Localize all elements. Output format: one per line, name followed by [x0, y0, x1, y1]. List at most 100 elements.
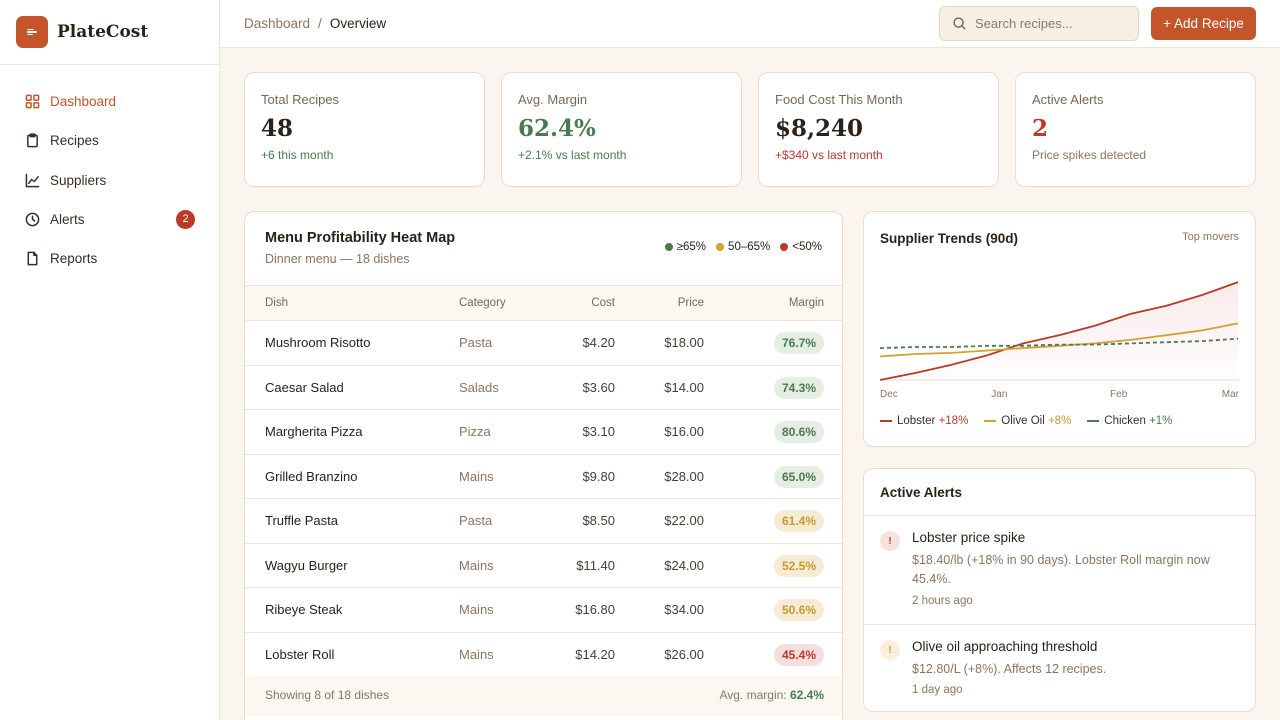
heatmap-legend: ≥65% 50–65% <50% — [664, 241, 822, 253]
row-count: Showing 8 of 18 dishes — [265, 688, 390, 702]
search-icon — [953, 17, 966, 30]
stat-label: Avg. Margin — [518, 92, 588, 107]
alerts-count-badge: 2 — [176, 209, 195, 229]
column-header-price[interactable]: Price — [677, 297, 704, 309]
sidebar-item-label: Recipes — [50, 133, 99, 149]
series-line-chicken — [880, 337, 1239, 349]
stat-value: $8,240 — [775, 115, 864, 142]
dish-name: Wagyu Burger — [265, 557, 348, 573]
sidebar-item-dashboard[interactable]: Dashboard — [0, 82, 219, 121]
table-row[interactable]: Grilled Branzino Mains $9.80 $28.00 65.0% — [245, 455, 842, 499]
margin-pill: 50.6% — [773, 599, 824, 621]
clock-icon — [24, 212, 40, 228]
dish-category: Pizza — [459, 424, 491, 439]
dish-price: $16.00 — [664, 424, 704, 439]
alert-time: 1 day ago — [912, 684, 963, 696]
margin-pill: 74.3% — [773, 376, 824, 399]
supplier-trends-chart: Dec Jan Feb Mar — [880, 281, 1240, 400]
x-tick-label: Jan — [991, 389, 1007, 400]
search-box[interactable] — [939, 6, 1139, 41]
column-header-category[interactable]: Category — [459, 297, 506, 309]
dish-price: $34.00 — [664, 602, 704, 617]
table-footer: Showing 8 of 18 dishes Avg. margin: 62.4… — [245, 676, 842, 716]
sidebar-item-label: Suppliers — [50, 172, 107, 188]
breadcrumb-separator: / — [318, 16, 322, 31]
dish-name: Mushroom Risotto — [265, 335, 371, 350]
dish-price: $28.00 — [664, 468, 704, 484]
stat-sub: Price spikes detected — [1032, 148, 1147, 162]
alert-description: $12.80/L (+8%). Affects 12 recipes. — [912, 662, 1107, 676]
table-row[interactable]: Truffle Pasta Pasta $8.50 $22.00 61.4% — [245, 499, 842, 544]
margin-pill: 65.0% — [773, 465, 824, 488]
stat-sub: +$340 vs last month — [775, 148, 883, 162]
margin-pill: 76.7% — [773, 332, 824, 354]
table-row[interactable]: Mushroom Risotto Pasta $4.20 $18.00 76.7% — [245, 321, 842, 366]
stat-label: Total Recipes — [261, 92, 340, 107]
document-icon — [24, 251, 40, 267]
sidebar-item-alerts[interactable]: Alerts 2 — [0, 200, 219, 239]
legend-low: <50% — [780, 241, 822, 253]
column-header-dish[interactable]: Dish — [265, 297, 289, 309]
dish-price: $26.00 — [664, 646, 704, 662]
dish-margin: 45.4% — [773, 633, 824, 677]
series-line-lobster — [880, 281, 1239, 381]
dish-category: Pasta — [459, 513, 493, 528]
dish-margin: 52.5% — [773, 544, 824, 588]
dish-name: Grilled Branzino — [265, 468, 358, 484]
dish-margin: 50.6% — [773, 588, 824, 632]
legend-lobster: Lobster +18% — [880, 415, 968, 427]
legend-high: ≥65% — [664, 241, 706, 253]
margin-pill: 52.5% — [773, 554, 824, 577]
table-row[interactable]: Margherita Pizza Pizza $3.10 $16.00 80.6% — [245, 410, 842, 455]
active-alerts-card: Active Alerts ! Lobster price spike $18.… — [863, 468, 1256, 712]
table-row[interactable]: Lobster Roll Mains $14.20 $26.00 45.4% — [245, 633, 842, 677]
table-row[interactable]: Caesar Salad Salads $3.60 $14.00 74.3% — [245, 366, 842, 410]
dish-name: Ribeye Steak — [265, 602, 343, 617]
dish-price: $18.00 — [664, 335, 704, 350]
stat-label: Active Alerts — [1032, 92, 1104, 107]
stat-card-food-cost: Food Cost This Month $8,240 +$340 vs las… — [758, 72, 999, 187]
stat-card-total-recipes: Total Recipes 48 +6 this month — [244, 72, 485, 187]
top-bar: Dashboard / Overview + Add Recipe — [220, 0, 1280, 48]
margin-pill: 61.4% — [773, 510, 824, 532]
brand-name: PlateCost — [57, 22, 149, 42]
breadcrumb-parent[interactable]: Dashboard — [244, 16, 311, 31]
dish-price: $14.00 — [664, 379, 704, 395]
sidebar-nav: Dashboard Recipes Suppliers Alerts 2 Rep… — [0, 65, 219, 278]
warning-icon: ! — [880, 531, 900, 551]
sidebar-item-suppliers[interactable]: Suppliers — [0, 161, 219, 200]
stat-value: 2 — [1032, 115, 1049, 142]
x-tick-label: Feb — [1110, 389, 1128, 400]
dish-name: Lobster Roll — [265, 646, 335, 662]
dish-margin: 74.3% — [773, 366, 824, 410]
brand[interactable]: PlateCost — [0, 0, 219, 65]
table-row[interactable]: Wagyu Burger Mains $11.40 $24.00 52.5% — [245, 544, 842, 588]
dish-price: $24.00 — [664, 557, 704, 573]
alert-item[interactable]: ! Olive oil approaching threshold $12.80… — [864, 625, 1255, 711]
sidebar-item-label: Alerts — [50, 212, 85, 228]
top-movers-link[interactable]: Top movers — [1182, 231, 1239, 243]
alert-item[interactable]: ! Lobster price spike $18.40/lb (+18% in… — [864, 516, 1255, 625]
search-input[interactable] — [975, 16, 1125, 31]
sidebar-item-recipes[interactable]: Recipes — [0, 121, 219, 160]
legend-olive-oil: Olive Oil +8% — [984, 415, 1071, 427]
sidebar-item-label: Reports — [50, 251, 98, 267]
x-tick-label: Dec — [880, 389, 898, 400]
table-row[interactable]: Ribeye Steak Mains $16.80 $34.00 50.6% — [245, 588, 842, 633]
dish-name: Caesar Salad — [265, 379, 344, 395]
table-header: Dish Category Cost Price Margin — [245, 285, 842, 321]
column-header-cost[interactable]: Cost — [591, 297, 615, 309]
dish-cost: $8.50 — [582, 513, 615, 528]
dish-category: Mains — [459, 602, 494, 617]
breadcrumb-current: Overview — [329, 16, 387, 31]
dish-cost: $4.20 — [582, 335, 615, 350]
dish-category: Mains — [459, 646, 494, 662]
series-line-olive-oil — [880, 322, 1239, 358]
sidebar-item-reports[interactable]: Reports — [0, 239, 219, 278]
alert-time: 2 hours ago — [912, 595, 973, 607]
dish-price: $22.00 — [664, 513, 704, 528]
add-recipe-button[interactable]: + Add Recipe — [1151, 7, 1256, 40]
dish-cost: $3.60 — [582, 379, 615, 395]
column-header-margin[interactable]: Margin — [788, 297, 824, 309]
stat-value: 62.4% — [518, 115, 596, 142]
